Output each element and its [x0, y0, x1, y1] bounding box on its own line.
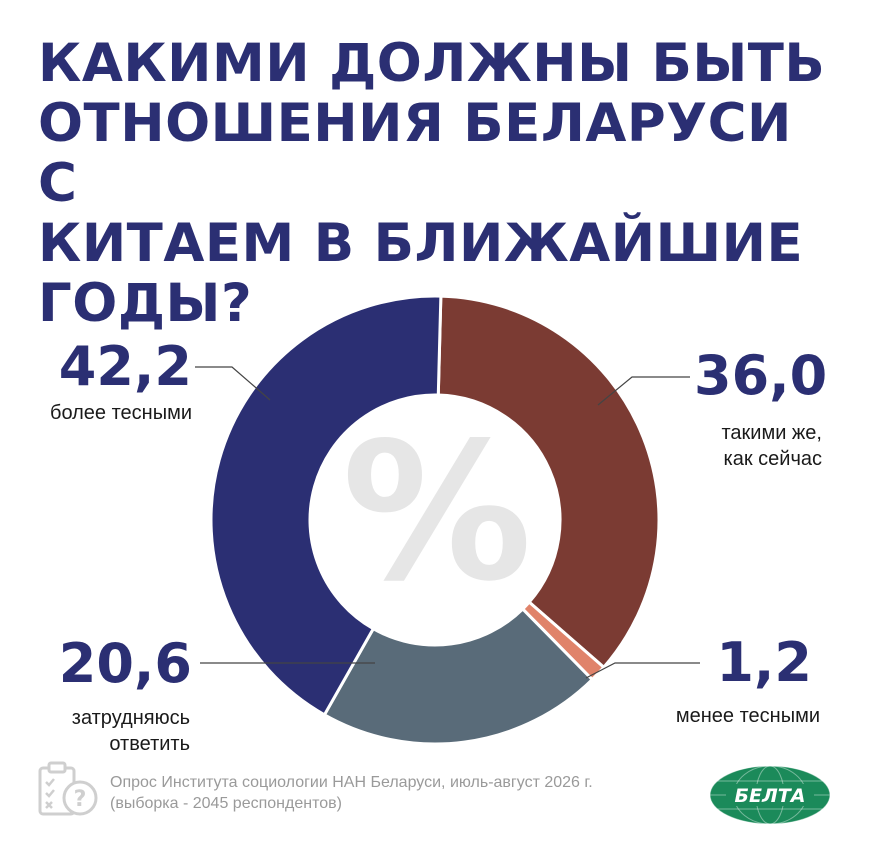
chart-title: КАКИМИ ДОЛЖНЫ БЫТЬ ОТНОШЕНИЯ БЕЛАРУСИ С … [38, 34, 838, 334]
logo-text: БЕЛТА [735, 785, 806, 807]
title-line: ГОДЫ? [38, 273, 253, 334]
data-label-same: 36,0 [694, 344, 828, 407]
survey-clipboard-icon: ? [38, 761, 98, 816]
leader-line-less-close [585, 662, 700, 679]
caption-same-1: такими же, [721, 422, 822, 444]
leader-lines [195, 366, 700, 679]
percent-icon: % [342, 402, 532, 623]
caption-less-close: менее тесными [675, 705, 820, 727]
title-line: ОТНОШЕНИЯ БЕЛАРУСИ С [38, 93, 792, 214]
source-note: Опрос Института социологии НАН Беларуси,… [110, 772, 710, 814]
belta-logo: БЕЛТА [709, 765, 831, 825]
caption-same-2: как сейчас [723, 448, 822, 470]
title-line: КАКИМИ ДОЛЖНЫ БЫТЬ [38, 33, 826, 94]
data-label-more-close: 42,2 [58, 335, 192, 398]
caption-more-close: более тесными [49, 402, 192, 424]
source-line: (выборка - 2045 респондентов) [110, 795, 342, 812]
leader-line-same [597, 376, 690, 406]
donut-slices [209, 294, 661, 746]
caption-hard-to-say-1: затрудняюсь [71, 707, 190, 729]
title-line: КИТАЕМ В БЛИЖАЙШИЕ [38, 213, 804, 274]
source-line: Опрос Института социологии НАН Беларуси,… [110, 774, 593, 791]
caption-hard-to-say-2: ответить [109, 733, 190, 755]
slice-more-close [209, 294, 443, 717]
data-label-hard-to-say: 20,6 [58, 632, 192, 695]
svg-text:?: ? [74, 787, 87, 812]
slice-same [436, 294, 661, 670]
slice-hard-to-say [322, 606, 595, 746]
leader-line-more-close [195, 366, 271, 401]
data-label-less-close: 1,2 [716, 631, 812, 694]
